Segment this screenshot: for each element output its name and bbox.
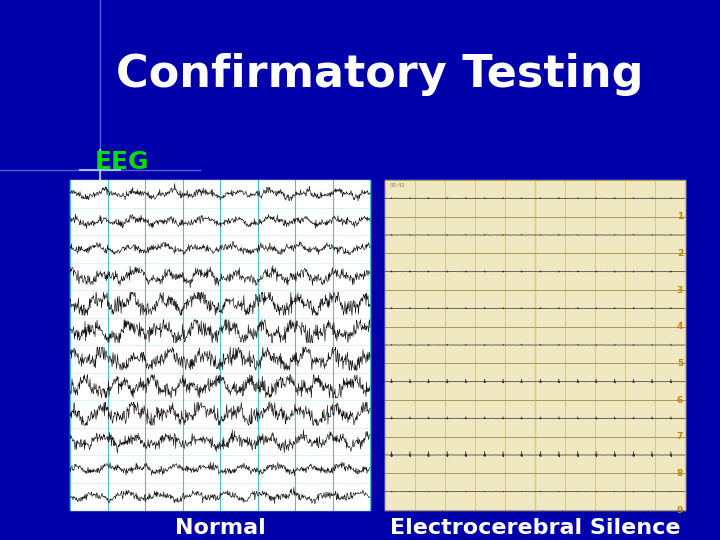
Text: 7: 7 <box>677 432 683 441</box>
Text: 00:42: 00:42 <box>390 183 406 188</box>
Bar <box>70 180 370 510</box>
Text: Normal: Normal <box>175 518 266 538</box>
Text: 4: 4 <box>677 322 683 331</box>
Text: Electrocerebral Silence: Electrocerebral Silence <box>390 518 680 538</box>
Text: EEG: EEG <box>95 150 150 174</box>
Text: Confirmatory Testing: Confirmatory Testing <box>116 53 644 97</box>
Text: 9: 9 <box>677 505 683 515</box>
Text: 5: 5 <box>677 359 683 368</box>
Text: 3: 3 <box>677 286 683 295</box>
Text: 8: 8 <box>677 469 683 478</box>
Text: 2: 2 <box>677 249 683 258</box>
Bar <box>385 180 685 510</box>
Text: 6: 6 <box>677 396 683 404</box>
Text: 1: 1 <box>677 212 683 221</box>
